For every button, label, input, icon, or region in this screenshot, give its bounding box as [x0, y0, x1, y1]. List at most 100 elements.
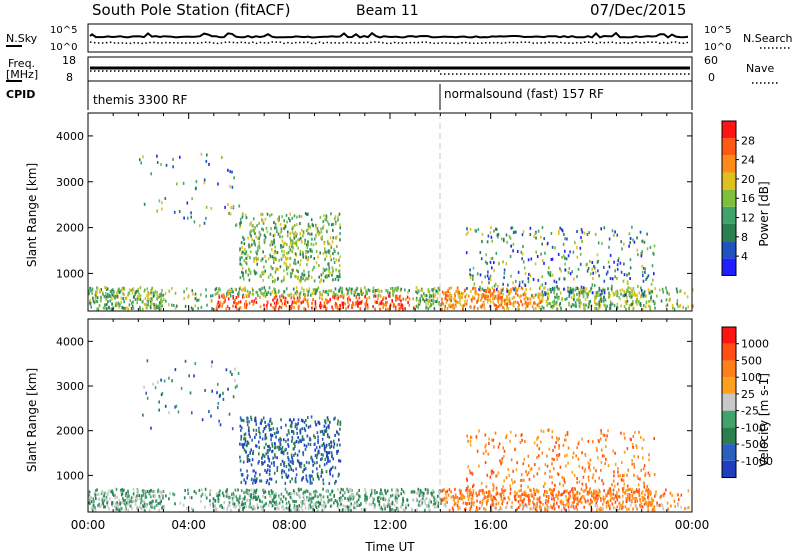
power-cell: [281, 215, 283, 218]
power-cell: [297, 239, 299, 242]
velocity-cell: [137, 489, 139, 492]
velocity-cell: [360, 502, 362, 505]
power-cell: [332, 240, 334, 243]
power-cell: [292, 217, 294, 220]
velocity-cell: [430, 501, 432, 504]
velocity-cell: [607, 429, 609, 432]
velocity-cell: [462, 495, 464, 498]
velocity-cell: [209, 493, 211, 496]
velocity-cell: [470, 444, 472, 447]
velocity-cell: [472, 497, 474, 500]
velocity-cell: [115, 502, 117, 505]
velocity-cell: [521, 434, 523, 437]
power-cell: [480, 305, 482, 308]
velocity-cell: [638, 431, 640, 434]
power-cell: [330, 255, 332, 258]
velocity-cell: [333, 495, 335, 498]
power-cell: [466, 251, 468, 254]
power-cell: [131, 302, 133, 305]
power-cell: [456, 301, 458, 304]
power-cell: [279, 235, 281, 238]
power-cell: [283, 227, 285, 230]
velocity-cell: [314, 436, 316, 439]
power-cell: [292, 226, 294, 229]
velocity-cell: [357, 503, 359, 506]
power-cell: [275, 268, 277, 271]
velocity-cell: [473, 484, 475, 487]
power-cell: [313, 266, 315, 269]
noise-right-label: N.Search: [743, 32, 793, 45]
velocity-cell: [274, 501, 276, 504]
power-cell: [287, 301, 289, 304]
power-cell: [378, 289, 380, 292]
power-cell: [248, 274, 250, 277]
power-cell: [288, 266, 290, 269]
power-cell: [276, 251, 278, 254]
power-cell: [570, 291, 572, 294]
power-cell: [212, 294, 214, 297]
power-cell: [251, 238, 253, 241]
velocity-cell: [339, 499, 341, 502]
velocity-cell: [158, 409, 160, 412]
velocity-cell: [243, 443, 245, 446]
power-cell: [316, 250, 318, 253]
power-cell: [372, 305, 374, 308]
velocity-cell: [420, 489, 422, 492]
velocity-cell: [309, 437, 311, 440]
power-cell: [680, 304, 682, 307]
velocity-cell: [274, 453, 276, 456]
power-cell: [281, 227, 283, 230]
power-cell: [176, 182, 178, 185]
power-cell: [243, 238, 245, 241]
velocity-cell: [150, 495, 152, 498]
velocity-cell: [97, 493, 99, 496]
power-cell: [598, 274, 600, 277]
power-cell: [527, 305, 529, 308]
power-cell: [429, 305, 431, 308]
velocity-cell: [244, 497, 246, 500]
velocity-cell: [248, 506, 250, 509]
velocity-cell: [172, 493, 174, 496]
power-cell: [564, 237, 566, 240]
power-cell: [138, 293, 140, 296]
velocity-cell: [568, 509, 570, 512]
velocity-cell: [147, 397, 149, 400]
velocity-ytick-label: 2000: [56, 425, 84, 438]
power-cell: [491, 236, 493, 239]
velocity-cell: [309, 477, 311, 480]
velocity-cell: [613, 506, 615, 509]
velocity-cell: [589, 487, 591, 490]
velocity-cell: [333, 501, 335, 504]
power-cell: [449, 292, 451, 295]
velocity-cell: [615, 501, 617, 504]
velocity-cell: [290, 496, 292, 499]
velocity-cell: [191, 496, 193, 499]
power-cell: [585, 291, 587, 294]
velocity-cell: [162, 497, 164, 500]
velocity-cell: [396, 499, 398, 502]
power-cell: [636, 236, 638, 239]
power-cell: [326, 255, 328, 258]
velocity-cell: [636, 508, 638, 511]
power-cell: [643, 280, 645, 283]
power-cell: [140, 286, 142, 289]
velocity-cell: [140, 502, 142, 505]
power-cell: [451, 296, 453, 299]
power-cell: [499, 293, 501, 296]
velocity-cell: [508, 468, 510, 471]
velocity-cell: [190, 391, 192, 394]
velocity-cell: [565, 495, 567, 498]
power-cell: [309, 233, 311, 236]
power-cell: [256, 263, 258, 266]
power-cell: [597, 294, 599, 297]
velocity-cell: [311, 482, 313, 485]
velocity-cell: [244, 502, 246, 505]
velocity-cell: [558, 473, 560, 476]
velocity-cell: [326, 454, 328, 457]
power-cell: [596, 303, 598, 306]
power-cell: [307, 246, 309, 249]
velocity-cell: [318, 421, 320, 424]
power-cell: [666, 298, 668, 301]
power-cell: [105, 298, 107, 301]
power-cell: [581, 291, 583, 294]
